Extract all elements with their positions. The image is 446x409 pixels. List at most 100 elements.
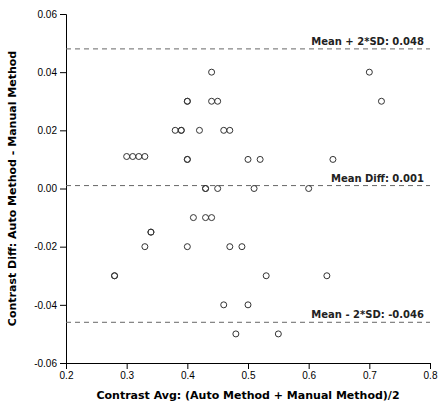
point <box>324 273 330 279</box>
point <box>233 331 239 337</box>
point <box>263 273 269 279</box>
point <box>196 127 202 133</box>
point <box>112 273 118 279</box>
y-tick: 0.04 <box>38 67 66 78</box>
point <box>184 156 190 162</box>
point <box>251 186 257 192</box>
x-tick: 0.6 <box>302 363 316 381</box>
reference-line <box>66 48 430 49</box>
point <box>215 186 221 192</box>
y-tick-mark <box>60 14 66 15</box>
point <box>378 98 384 104</box>
annotation: Mean - 2*SD: -0.046 <box>311 309 424 320</box>
y-tick-label: 0.00 <box>38 183 58 194</box>
reference-line <box>66 185 430 186</box>
y-axis-line <box>60 15 67 364</box>
point <box>184 98 190 104</box>
y-tick-mark <box>60 72 66 73</box>
y-tick-label: -0.02 <box>34 241 57 252</box>
y-tick-label: 0.06 <box>38 9 58 20</box>
point <box>209 98 215 104</box>
x-axis-title: Contrast Avg: (Auto Method + Manual Meth… <box>96 389 399 402</box>
x-tick: 0.2 <box>60 363 74 381</box>
x-tick: 0.8 <box>424 363 438 381</box>
point <box>330 156 336 162</box>
y-tick: 0.00 <box>38 183 66 194</box>
x-tick-mark <box>309 363 310 369</box>
y-axis-title: Contrast Diff: Auto Method - Manual Meth… <box>6 51 19 326</box>
y-tick: -0.02 <box>34 241 66 252</box>
y-tick-label: -0.06 <box>34 358 57 369</box>
point <box>178 127 184 133</box>
point <box>136 154 142 160</box>
plot: 0.2 0.3 0.4 0.5 0.6 0.7 0.8 -0.06 -0.04 -0.02 0.00… <box>34 9 438 381</box>
point <box>190 215 196 221</box>
point <box>203 215 209 221</box>
point <box>245 156 251 162</box>
point <box>203 186 209 192</box>
y-tick-mark <box>60 189 66 190</box>
point <box>209 69 215 75</box>
point <box>275 331 281 337</box>
point <box>130 154 136 160</box>
y-tick-mark <box>60 247 66 248</box>
y-axis: -0.06 -0.04 -0.02 0.00 0.02 0.04 0.06 <box>34 9 66 369</box>
point <box>178 127 184 133</box>
annotations: Mean Diff: 0.001 Mean + 2*SD: 0.048 Mean -… <box>311 36 424 320</box>
y-tick-mark <box>60 305 66 306</box>
y-tick: -0.06 <box>34 358 66 369</box>
reference-line <box>66 322 430 323</box>
x-tick-label: 0.8 <box>424 370 438 381</box>
point <box>148 229 154 235</box>
point <box>306 186 312 192</box>
point <box>215 98 221 104</box>
point <box>142 154 148 160</box>
x-tick-label: 0.4 <box>181 370 195 381</box>
y-tick: -0.04 <box>34 300 66 311</box>
x-tick: 0.4 <box>181 363 195 381</box>
x-axis: 0.2 0.3 0.4 0.5 0.6 0.7 0.8 <box>60 363 438 381</box>
point <box>221 302 227 308</box>
x-tick-mark <box>187 363 188 369</box>
x-tick: 0.7 <box>363 363 377 381</box>
y-tick: 0.06 <box>38 9 66 20</box>
point <box>172 127 178 133</box>
x-tick-label: 0.6 <box>302 370 316 381</box>
x-tick-label: 0.3 <box>120 370 134 381</box>
annotation: Mean + 2*SD: 0.048 <box>311 36 424 47</box>
point <box>221 127 227 133</box>
point <box>203 186 209 192</box>
point <box>245 302 251 308</box>
x-tick-mark <box>248 363 249 369</box>
data <box>66 49 430 337</box>
point <box>227 127 233 133</box>
point <box>239 244 245 250</box>
annotation: Mean Diff: 0.001 <box>331 173 424 184</box>
x-tick: 0.3 <box>120 363 134 381</box>
point <box>366 69 372 75</box>
point <box>124 154 130 160</box>
y-tick-mark <box>60 130 66 131</box>
x-tick-label: 0.2 <box>60 370 74 381</box>
x-tick: 0.5 <box>242 363 256 381</box>
point <box>148 229 154 235</box>
x-tick-mark <box>369 363 370 369</box>
y-tick-label: -0.04 <box>34 300 57 311</box>
point <box>112 273 118 279</box>
x-tick-mark <box>127 363 128 369</box>
x-axis-line <box>67 364 431 370</box>
chart: 0.2 0.3 0.4 0.5 0.6 0.7 0.8 -0.06 -0.04 -0.02 0.00… <box>0 0 446 409</box>
y-tick-label: 0.02 <box>38 125 58 136</box>
point <box>184 98 190 104</box>
x-tick-label: 0.5 <box>242 370 256 381</box>
y-tick-mark <box>60 363 66 364</box>
point <box>227 244 233 250</box>
point <box>209 215 215 221</box>
point <box>184 156 190 162</box>
point <box>142 244 148 250</box>
y-tick-label: 0.04 <box>38 67 58 78</box>
point <box>257 156 263 162</box>
y-tick: 0.02 <box>38 125 66 136</box>
point <box>184 244 190 250</box>
x-tick-label: 0.7 <box>363 370 377 381</box>
